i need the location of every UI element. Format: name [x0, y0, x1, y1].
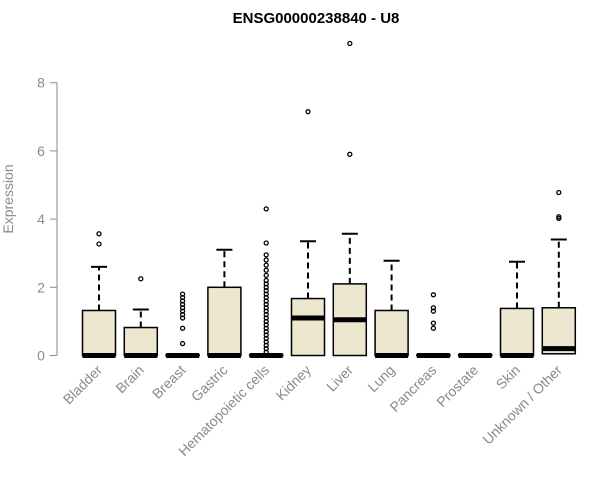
y-tick-label: 8: [37, 75, 45, 91]
x-category-label: Brain: [112, 362, 146, 396]
y-tick-label: 6: [37, 143, 45, 159]
outlier-point: [179, 340, 186, 347]
x-category-label: Liver: [323, 362, 356, 395]
box-rect: [499, 307, 535, 357]
x-category-label: Breast: [149, 362, 189, 402]
box-9: [457, 353, 493, 358]
y-axis-label: Expression: [0, 164, 16, 233]
y-tick-label: 0: [37, 348, 45, 364]
x-category-label: Unknown / Other: [479, 362, 565, 448]
box-5: [290, 109, 326, 357]
box-10: [499, 260, 535, 358]
outlier-point: [305, 109, 311, 115]
box-6: [332, 40, 368, 357]
y-tick-label: 4: [37, 211, 45, 227]
outlier-point: [96, 231, 102, 237]
box-7: [374, 259, 409, 358]
chart-title: ENSG00000238840 - U8: [233, 10, 400, 27]
outlier-point: [263, 262, 269, 268]
y-tick-label: 2: [37, 279, 45, 295]
outlier-point: [430, 305, 437, 311]
x-category-label: Kidney: [273, 362, 315, 404]
outlier-point: [263, 240, 269, 246]
outlier-point: [179, 325, 186, 331]
box-0: [81, 231, 117, 358]
outlier-point: [347, 40, 353, 47]
box-rect: [207, 286, 242, 357]
x-category-label: Skin: [493, 362, 524, 393]
outlier-point: [263, 252, 269, 258]
box-rect: [541, 307, 577, 355]
outlier-point: [430, 292, 437, 298]
outlier-point: [263, 277, 269, 284]
outlier-point: [430, 325, 437, 331]
outlier-point: [347, 151, 353, 157]
box-1: [123, 276, 159, 358]
box-rect: [81, 309, 117, 357]
box-3: [207, 248, 242, 358]
box-series: [81, 40, 577, 358]
box-8: [416, 292, 451, 358]
box-rect: [290, 297, 326, 357]
box-4: [248, 206, 284, 358]
x-category-label: Bladder: [60, 362, 106, 408]
y-axis: 0 2 4 6 8: [37, 75, 58, 364]
outlier-point: [263, 257, 269, 263]
outlier-point: [263, 206, 269, 212]
box-2: [165, 291, 200, 358]
outlier-point: [263, 267, 269, 273]
outlier-point: [430, 320, 437, 326]
outlier-point: [556, 189, 562, 196]
outlier-point: [138, 276, 144, 282]
x-category-label: Prostate: [433, 362, 481, 410]
outlier-point: [263, 272, 269, 279]
outlier-point: [96, 241, 102, 247]
outlier-point: [556, 214, 562, 220]
box-11: [541, 189, 577, 355]
box-rect: [374, 309, 409, 357]
outlier-point: [179, 291, 186, 297]
box-rect: [123, 326, 159, 357]
x-category-label: Lung: [364, 362, 397, 395]
